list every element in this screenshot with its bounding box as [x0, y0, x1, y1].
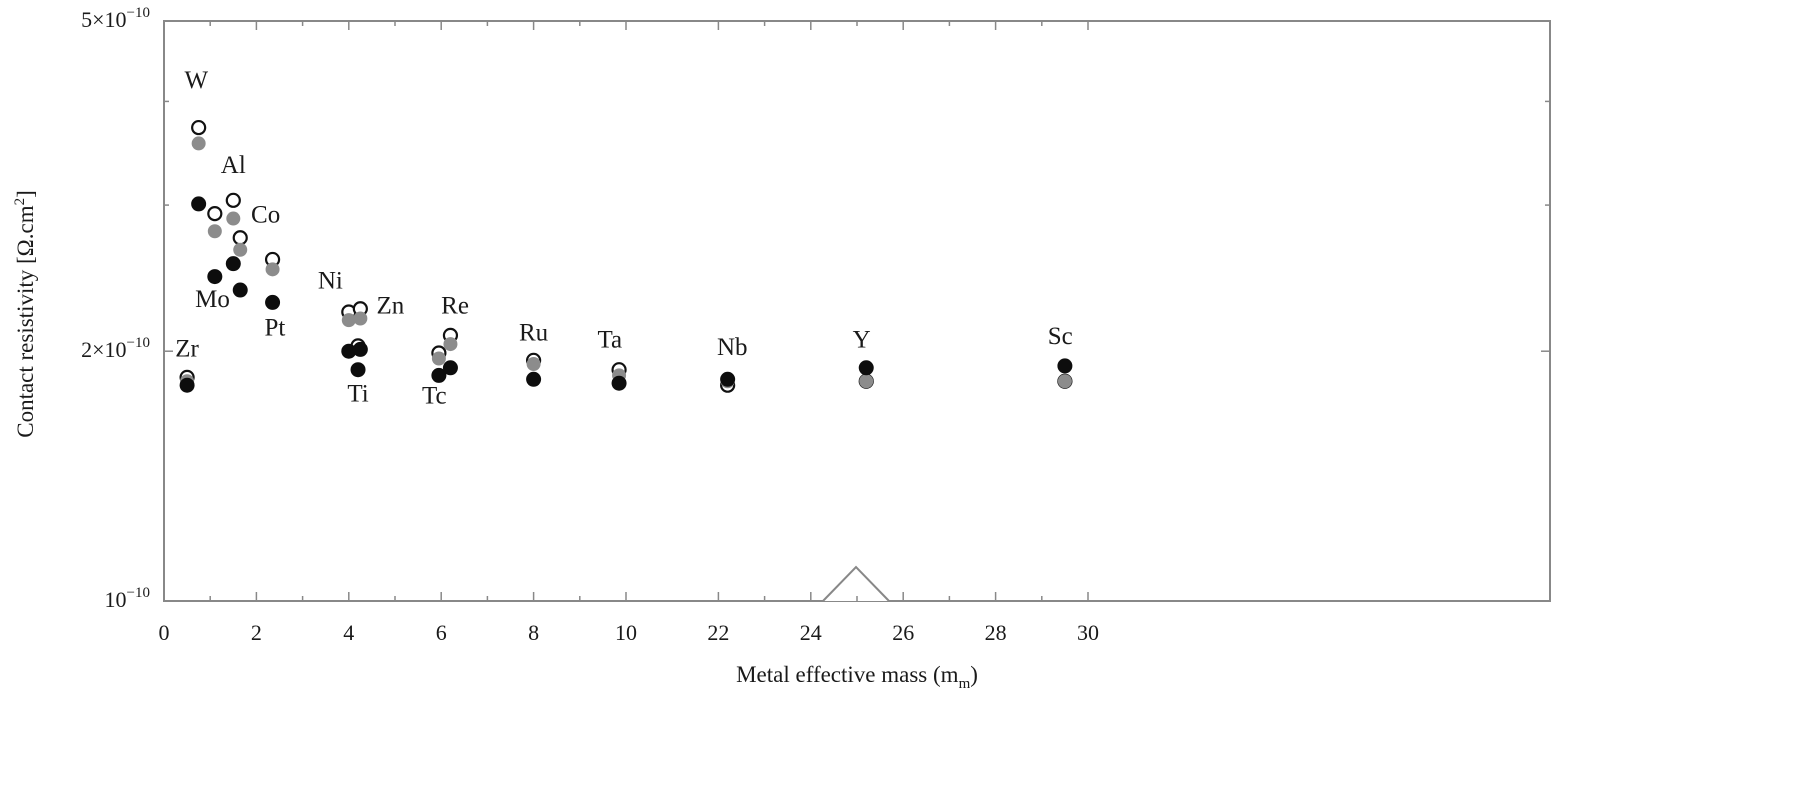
gray-marker	[233, 242, 248, 257]
open-marker	[191, 119, 207, 136]
black-marker	[352, 341, 368, 357]
black-marker	[207, 269, 223, 285]
black-marker	[611, 375, 627, 391]
x-tick-label: 24	[800, 620, 822, 645]
element-label-ta: Ta	[598, 327, 623, 354]
element-label-pt: Pt	[264, 314, 285, 341]
black-marker	[442, 360, 458, 376]
element-label-tc: Tc	[422, 382, 447, 409]
black-marker	[350, 362, 366, 378]
element-label-ru: Ru	[519, 320, 549, 347]
gray-marker	[1057, 374, 1072, 389]
black-marker	[431, 367, 447, 383]
black-marker	[191, 196, 207, 212]
gray-marker	[859, 374, 874, 389]
x-tick-label: 2	[251, 620, 262, 645]
black-marker	[232, 282, 248, 298]
element-label-zr: Zr	[175, 336, 199, 363]
x-tick-label: 0	[159, 620, 170, 645]
element-label-y: Y	[853, 327, 871, 354]
data-points	[179, 119, 1073, 393]
x-tick-label: 4	[343, 620, 354, 645]
black-marker	[225, 256, 241, 272]
black-marker	[341, 343, 357, 359]
gray-marker	[191, 136, 206, 151]
open-marker	[232, 230, 248, 246]
element-label-sc: Sc	[1048, 323, 1073, 350]
x-tick-label: 6	[436, 620, 447, 645]
y-axis-title: Contact resistivity [Ω.cm2]	[12, 190, 38, 438]
y-tick-labels: 5×10−10 2×10−10 10−10	[81, 5, 150, 612]
y-tick-label: 10−10	[105, 585, 150, 612]
element-label-mo: Mo	[195, 286, 230, 313]
element-label-zn: Zn	[376, 293, 404, 320]
x-tick-label: 28	[985, 620, 1007, 645]
axis-ticks	[163, 20, 1550, 602]
open-marker	[225, 192, 241, 208]
gray-marker	[226, 211, 241, 226]
x-tick-labels: 0 2 4 6 8 10 22 24 26 28 30	[159, 620, 1100, 645]
x-tick-label: 26	[892, 620, 914, 645]
element-label-w: W	[185, 67, 209, 94]
black-marker	[526, 371, 542, 387]
gray-marker	[207, 224, 222, 239]
element-label-re: Re	[441, 293, 469, 320]
axis-break-marker	[822, 565, 890, 602]
y-tick-label: 5×10−10	[81, 5, 150, 32]
black-marker	[1057, 358, 1073, 374]
x-axis-title: Metal effective mass (mm)	[736, 662, 978, 692]
black-marker	[720, 371, 736, 387]
x-tick-label: 10	[615, 620, 637, 645]
black-marker	[858, 360, 874, 376]
black-marker	[179, 377, 195, 393]
x-tick-label: 8	[528, 620, 539, 645]
open-marker	[207, 205, 223, 222]
y-tick-label: 2×10−10	[81, 335, 150, 362]
gray-marker	[526, 357, 541, 372]
element-label-nb: Nb	[717, 334, 748, 361]
black-marker	[265, 294, 281, 310]
element-label-ni: Ni	[318, 268, 343, 295]
gray-marker	[431, 351, 446, 366]
gray-marker	[341, 313, 356, 328]
gray-marker	[443, 337, 458, 352]
x-tick-label: 22	[707, 620, 729, 645]
element-label-ti: Ti	[347, 380, 368, 407]
element-label-co: Co	[251, 201, 280, 228]
gray-marker	[353, 311, 368, 326]
plot-frame	[163, 20, 1551, 602]
gray-marker	[265, 262, 280, 277]
x-tick-label: 30	[1077, 620, 1099, 645]
element-label-al: Al	[221, 152, 246, 179]
